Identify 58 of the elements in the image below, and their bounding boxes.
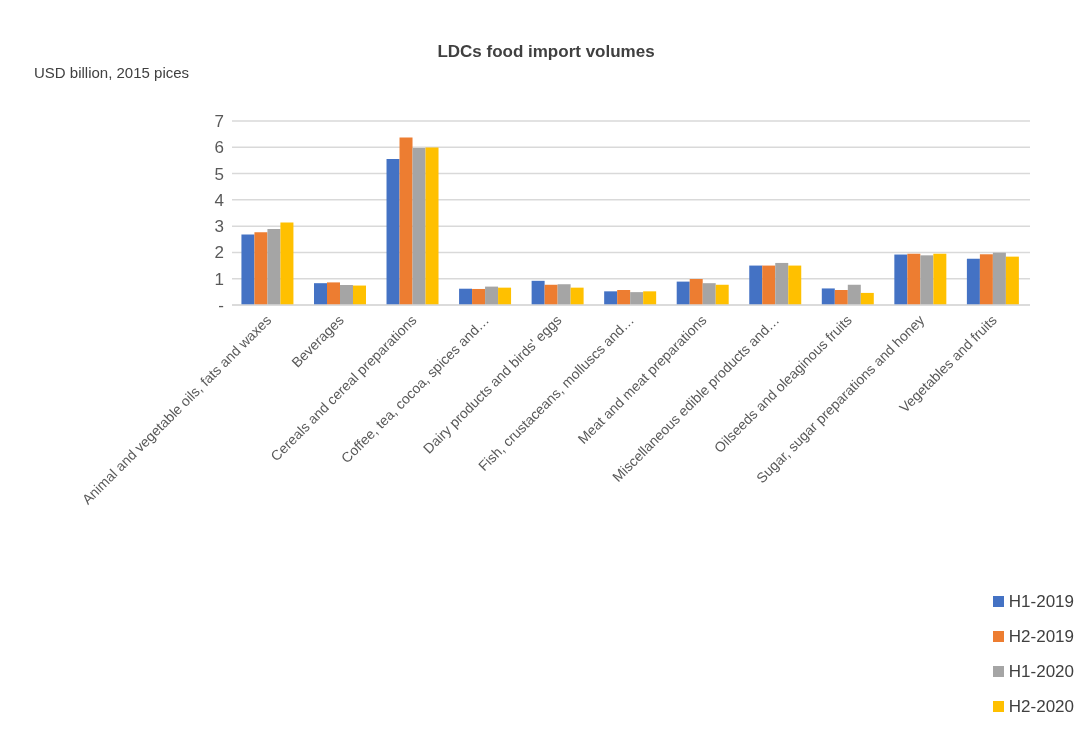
bar [630,292,644,305]
bar [992,252,1006,305]
bar [860,292,874,305]
bar [604,291,618,305]
legend-label: H1-2020 [1008,661,1074,682]
bar [715,284,729,305]
bar [847,284,861,305]
legend-label: H2-2020 [1008,696,1074,717]
bar [821,288,835,305]
bar [544,284,558,305]
bar [485,286,499,305]
bar [702,283,716,305]
bar [775,262,789,305]
bar [267,229,281,305]
y-tick-label: 2 [214,243,224,263]
legend-label: H1-2019 [1008,591,1074,612]
bar [907,253,921,305]
bar [749,265,763,305]
chart-title: LDCs food import volumes [436,42,656,62]
bar [280,222,294,305]
bar [412,148,426,305]
bar [689,278,703,305]
bar [570,287,584,305]
bar [643,291,657,305]
bar [676,281,690,305]
bar [425,147,439,305]
bar [933,253,947,305]
bar [617,290,631,305]
y-tick-label: 7 [214,112,224,132]
bar [531,280,545,305]
bar [254,232,268,305]
y-tick-label: 5 [214,164,224,184]
bar [966,258,980,305]
y-tick-label: - [218,296,224,316]
y-tick-label: 1 [214,269,224,289]
bar [557,284,571,305]
y-tick-label: 4 [214,190,224,210]
bar [352,285,366,305]
bar [472,288,486,305]
bar [326,282,340,305]
bar [788,265,802,305]
bar [1005,256,1019,305]
bar [894,254,908,305]
bar [762,265,776,305]
bar [834,290,848,305]
y-tick-label: 6 [214,138,224,158]
bar [498,287,512,305]
bar [313,283,327,305]
bar [241,234,255,305]
y-tick-label: 3 [214,217,224,237]
bar [459,288,473,305]
bar [386,159,400,305]
legend-label: H2-2019 [1008,626,1074,647]
bar [339,285,353,305]
y-axis-title: USD billion, 2015 pices [34,64,190,81]
bar [399,137,413,305]
bar [920,255,934,305]
bar [979,254,993,305]
